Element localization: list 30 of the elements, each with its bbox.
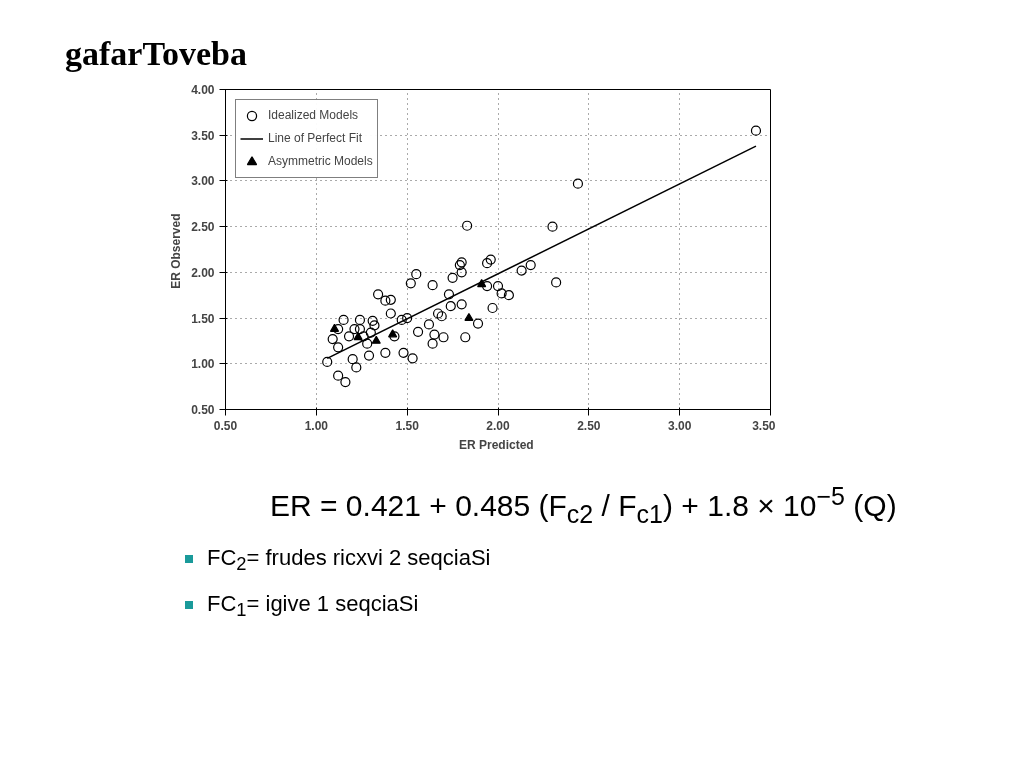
point (329, 323, 340, 332)
point (477, 278, 487, 287)
point (388, 328, 398, 337)
point (371, 335, 381, 344)
chart-title: gafarToveba (65, 34, 247, 74)
y-tick-label: 0.50 (191, 402, 215, 417)
x-tick-label: 1.00 (304, 418, 329, 433)
text: ER = 0.421 + 0.485 (F$_{c2}$ / F$_{c1}$) + 1.8 × 10$^{−5}$ (Q) (270, 480, 897, 530)
legend-label: Asymmetric Models (268, 153, 373, 170)
x-tick-label: 3.00 (667, 418, 692, 433)
legend-label: Idealized Models (268, 107, 359, 124)
y-tick-label: 4.00 (191, 82, 215, 97)
y-tick-label: 2.00 (191, 265, 215, 280)
y-tick-label: 1.50 (191, 311, 215, 326)
x-tick-label: 2.00 (486, 418, 510, 433)
x-tick-label: 3.50 (752, 418, 776, 433)
point (464, 312, 474, 321)
text: FC$_{2}$= frudes ricxvi 2 seqciaSi (206, 544, 491, 577)
y-axis-title: ER Observed (169, 213, 184, 289)
x-tick-label: 0.50 (213, 418, 238, 433)
legend-label: Line of Perfect Fit (268, 130, 363, 147)
x-tick-label: 1.50 (395, 418, 420, 433)
y-tick-label: 3.50 (191, 128, 215, 143)
y-tick-label: 1.00 (191, 356, 215, 371)
y-tick-label: 2.50 (191, 219, 215, 234)
x-axis-title: ER Predicted (458, 437, 534, 452)
y-tick-label: 3.00 (191, 173, 215, 188)
text: FC$_{1}$= igive 1 seqciaSi (206, 589, 419, 623)
x-tick-label: 2.50 (577, 418, 601, 433)
point (353, 331, 363, 340)
